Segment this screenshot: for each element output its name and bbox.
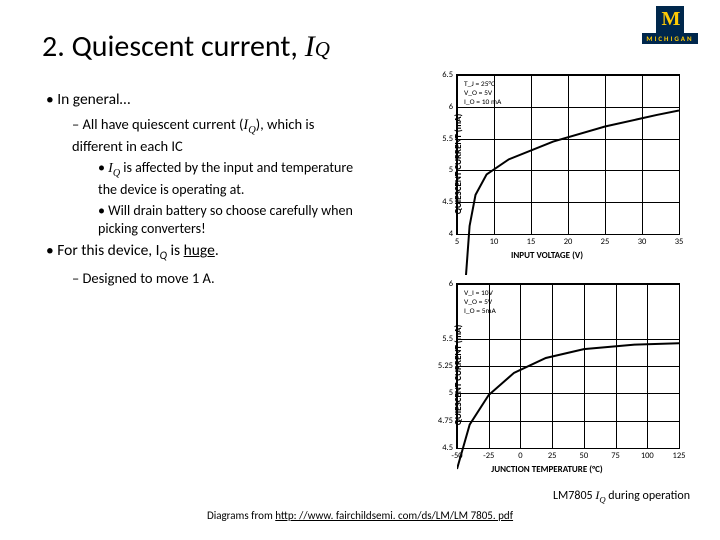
- bullet-general: In general…: [46, 90, 366, 109]
- diagram-source: Diagrams from http: //www. fairchildsemi…: [207, 509, 513, 522]
- bullet-quiescent-desc: All have quiescent current (IQ), which i…: [72, 115, 366, 155]
- bullet-device-huge: For this device, IQ is huge.: [46, 241, 366, 263]
- title-var: IQ: [305, 30, 330, 63]
- slide-body: In general… All have quiescent current (…: [46, 90, 366, 291]
- chart-iq-vs-vin: QUIESCENT CURRENT (mA) INPUT VOLTAGE (V)…: [402, 66, 692, 261]
- logo-m-icon: M: [656, 6, 685, 33]
- michigan-logo: M MICHIGAN: [630, 6, 710, 46]
- logo-text: MICHIGAN: [642, 33, 697, 44]
- source-link[interactable]: http: //www. fairchildsemi. com/ds/LM/LM…: [275, 509, 513, 522]
- bullet-drain-battery: Will drain battery so choose carefully w…: [98, 202, 366, 237]
- slide-title: 2. Quiescent current, IQ: [42, 28, 330, 65]
- bullet-designed-1a: Designed to move 1 A.: [72, 269, 366, 287]
- chart-iq-vs-temp: QUIESCENT CURRENT (mA) JUNCTION TEMPERAT…: [402, 275, 692, 475]
- chart2-plot: V_I = 10V V_O = 5V I_O = 5mA -50-2502550…: [456, 283, 680, 449]
- title-text: Quiescent current,: [72, 28, 298, 65]
- title-number: 2.: [42, 28, 65, 65]
- chart1-plot: T_J = 25°C V_O = 5V I_O = 10 mA 51015202…: [456, 74, 680, 235]
- bullet-iq-affected: IQ is affected by the input and temperat…: [98, 159, 366, 198]
- chart-caption: LM7805 IQ during operation: [553, 488, 690, 504]
